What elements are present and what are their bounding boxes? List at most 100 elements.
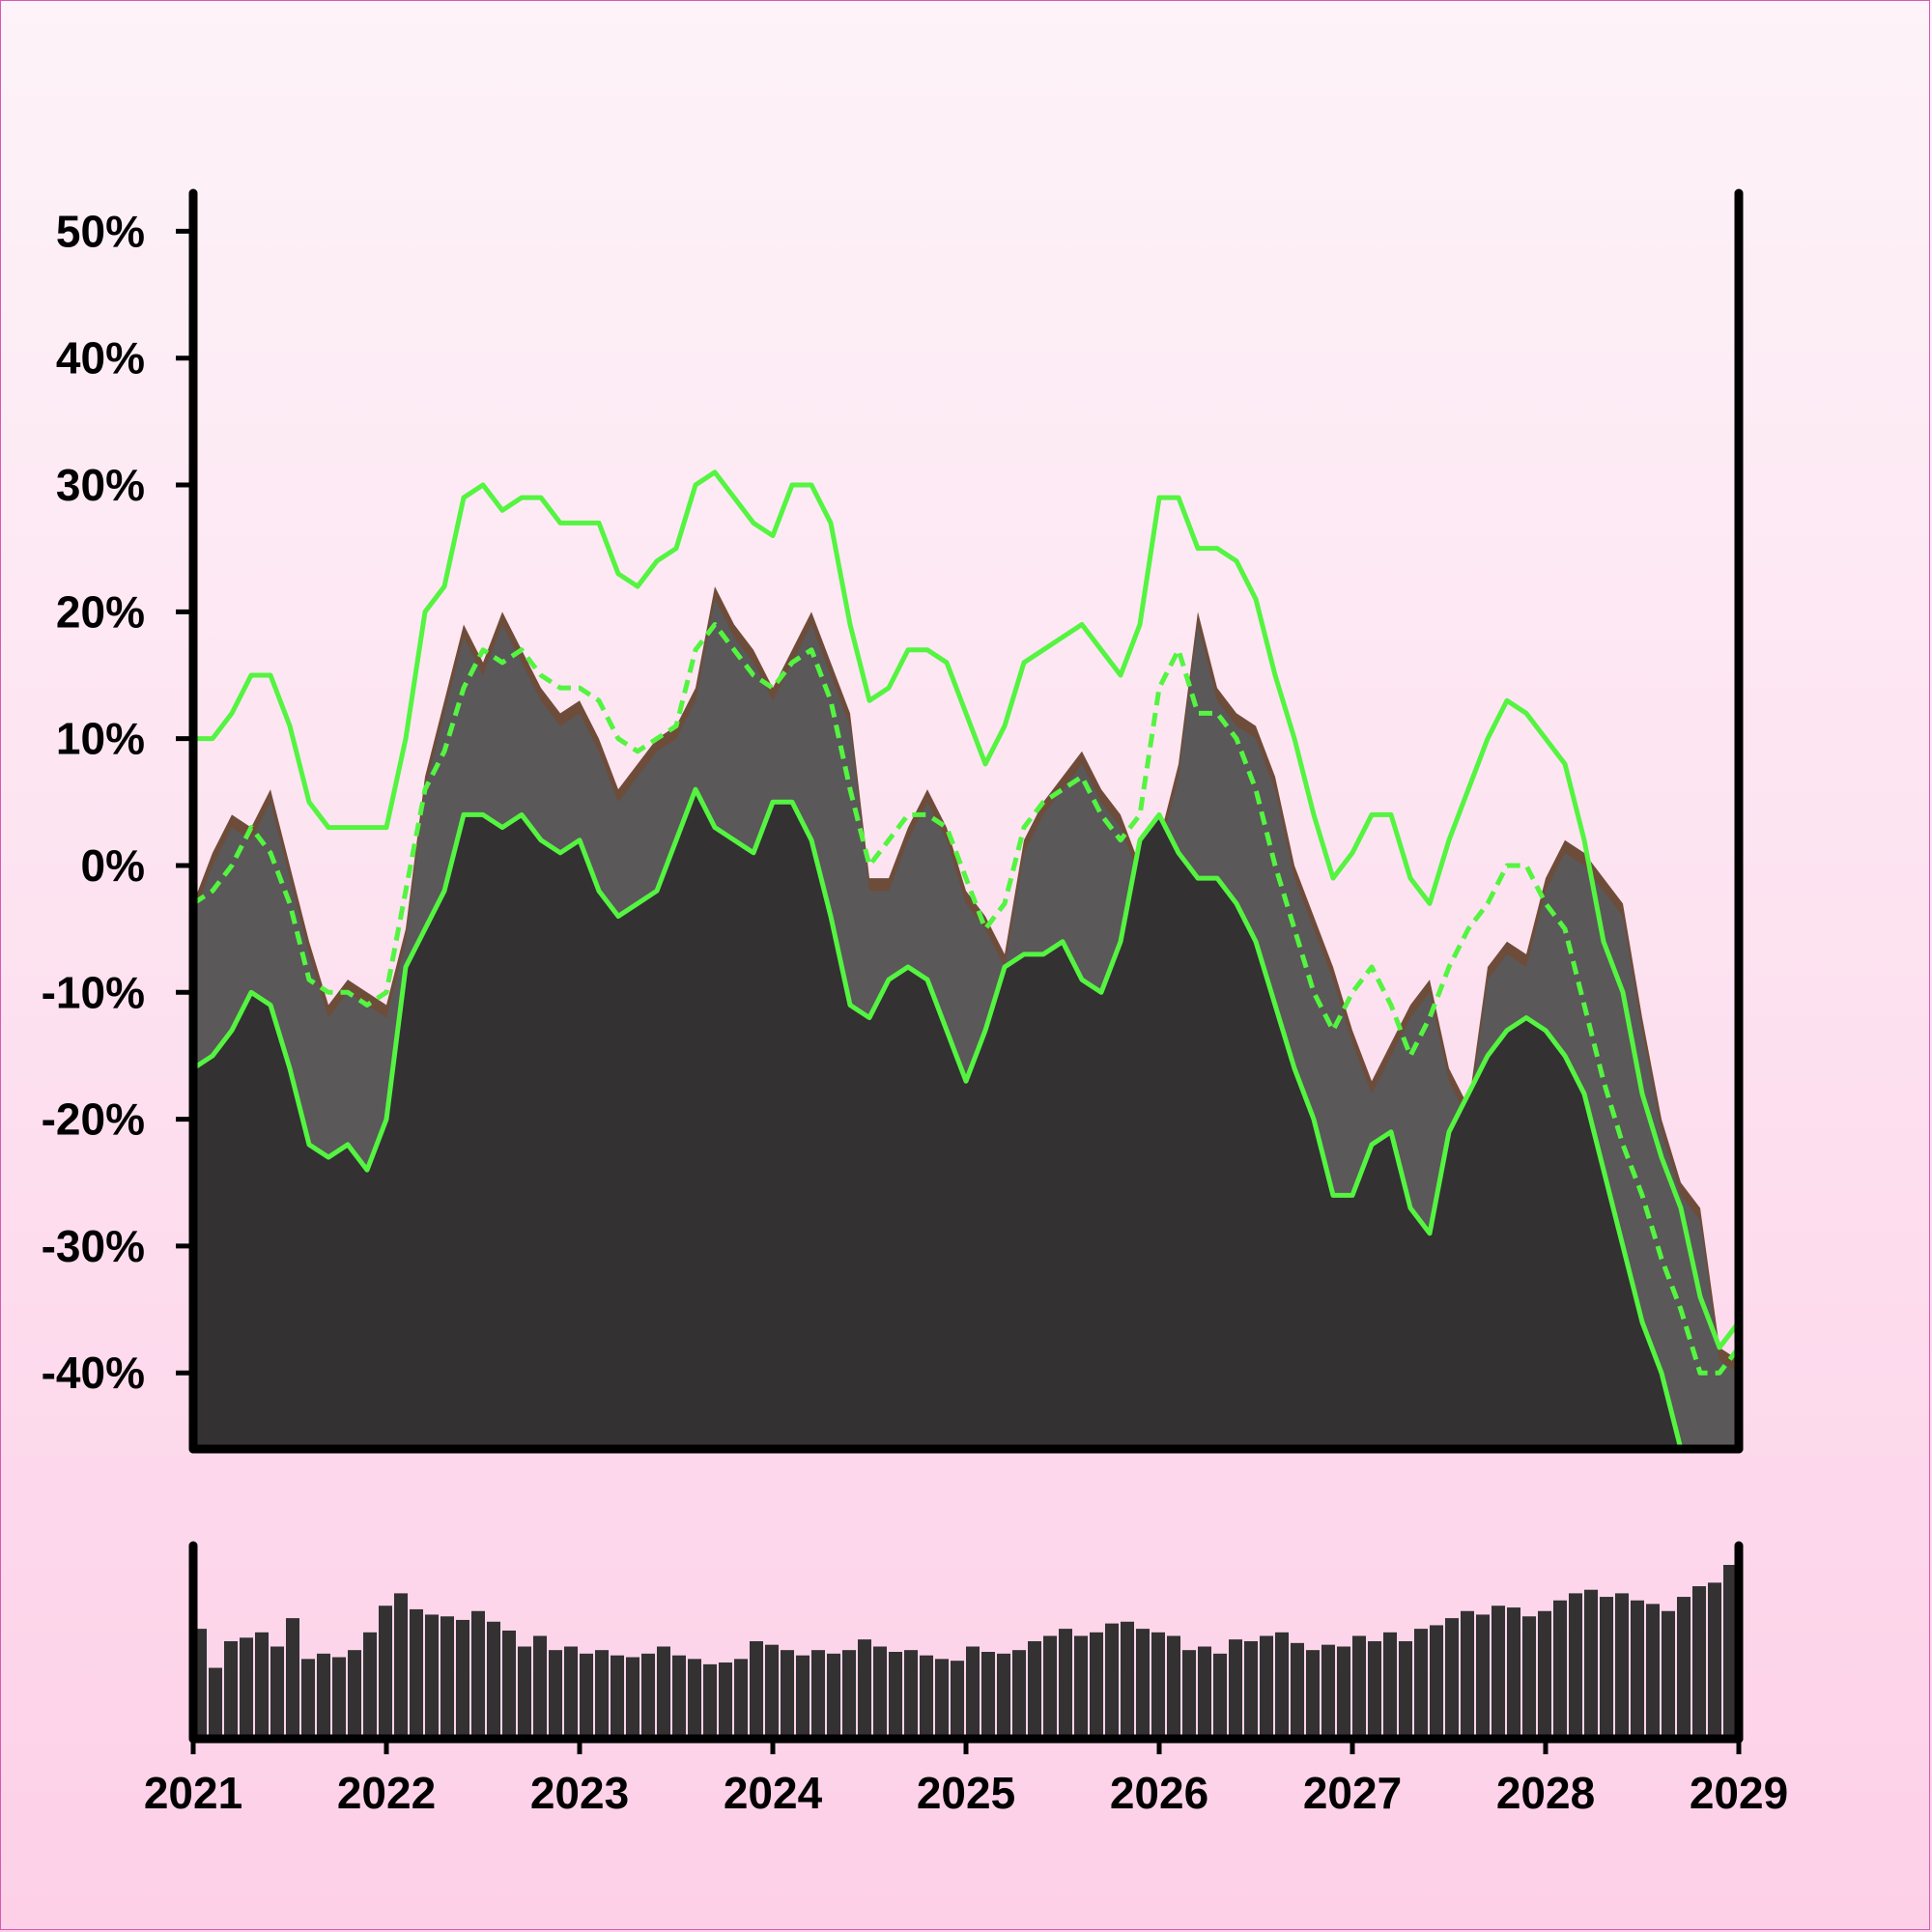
volume-bar (750, 1640, 763, 1739)
volume-bar (286, 1618, 299, 1739)
volume-bar (1028, 1640, 1041, 1739)
volume-bar (348, 1650, 361, 1739)
y-tick-label: -10% (42, 967, 145, 1017)
volume-bar (1553, 1600, 1567, 1739)
volume-bar (1383, 1632, 1397, 1739)
volume-bar (440, 1616, 454, 1739)
volume-bar (1430, 1625, 1443, 1739)
volume-bar (394, 1593, 408, 1739)
volume-bar (951, 1661, 964, 1739)
volume-bar (796, 1655, 810, 1739)
volume-bar (1569, 1593, 1582, 1739)
volume-bar (1461, 1610, 1474, 1739)
volume-bar (1244, 1640, 1258, 1739)
volume-bar (1059, 1629, 1072, 1739)
volume-bar (889, 1652, 902, 1739)
volume-bar (641, 1653, 655, 1739)
volume-bar (1600, 1597, 1613, 1739)
volume-bar (781, 1650, 794, 1739)
volume-bar (502, 1630, 516, 1739)
y-tick-label: 0% (81, 840, 145, 891)
y-tick-label: -40% (42, 1348, 145, 1398)
volume-bar (765, 1644, 779, 1739)
volume-bar (1692, 1586, 1706, 1739)
volume-bar (1121, 1621, 1134, 1739)
middle-band-line (193, 621, 1739, 1376)
volume-bar (549, 1650, 562, 1739)
volume-bar (1584, 1589, 1598, 1739)
x-tick-label: 2022 (337, 1768, 436, 1818)
volume-bar (1105, 1623, 1119, 1739)
volume-bar (1337, 1646, 1350, 1739)
volume-bar (1213, 1653, 1227, 1739)
volume-bar (1476, 1614, 1490, 1739)
volume-bar (410, 1608, 423, 1739)
volume-bar (595, 1650, 609, 1739)
volume-bar (425, 1614, 439, 1739)
x-tick-label: 2023 (530, 1768, 629, 1818)
volume-bar (997, 1653, 1010, 1739)
volume-bar (1306, 1650, 1320, 1739)
volume-bar (301, 1659, 315, 1739)
volume-bar (703, 1663, 717, 1739)
volume-bar (1043, 1635, 1057, 1739)
volume-bar (626, 1657, 639, 1739)
volume-bar (1538, 1610, 1551, 1739)
volume-bar (270, 1646, 284, 1739)
volume-bar (1399, 1640, 1412, 1739)
volume-bar (672, 1655, 686, 1739)
volume-bar (904, 1650, 918, 1739)
volume-panel (193, 1565, 1737, 1739)
volume-bar (1414, 1629, 1428, 1739)
volume-bar (580, 1653, 593, 1739)
volume-bar (1646, 1604, 1660, 1739)
y-tick-label: 20% (56, 586, 145, 637)
volume-bar (920, 1655, 933, 1739)
volume-bar (209, 1667, 222, 1739)
volume-bar (811, 1650, 825, 1739)
axes: 50% 40% 30% 20% 10% 0% -10% -20% -30% -40% 2021 202… (42, 188, 1788, 1818)
volume-bar (611, 1655, 624, 1739)
volume-bar (518, 1646, 531, 1739)
lower-fill-area (193, 789, 1739, 1449)
volume-bar (688, 1659, 701, 1739)
volume-bar (935, 1659, 949, 1739)
x-tick-label: 2029 (1690, 1768, 1788, 1818)
volume-bar (657, 1646, 670, 1739)
x-tick-label: 2024 (724, 1768, 823, 1818)
volume-bar (1012, 1650, 1026, 1739)
x-tick-label: 2028 (1496, 1768, 1595, 1818)
volume-bar (1662, 1610, 1675, 1739)
x-tick-label: 2025 (917, 1768, 1015, 1818)
volume-bar (1677, 1597, 1690, 1739)
volume-bar (966, 1646, 980, 1739)
volume-bar (332, 1657, 346, 1739)
lower-band-line (193, 786, 1684, 1449)
x-tick-label: 2021 (144, 1768, 242, 1818)
volume-bar (873, 1646, 887, 1739)
volume-bar (981, 1652, 995, 1739)
volume-bar (1167, 1635, 1180, 1739)
y-tick-label: 50% (56, 206, 145, 256)
volume-bar (317, 1653, 330, 1739)
volume-bar (487, 1621, 500, 1739)
volume-bar (456, 1619, 469, 1739)
volume-bar (471, 1610, 485, 1739)
main-panel (193, 469, 1739, 1449)
volume-bar (224, 1640, 238, 1739)
y-tick-label: -30% (42, 1221, 145, 1271)
y-tick-label: 10% (56, 714, 145, 764)
volume-bar (1151, 1632, 1165, 1739)
y-tick-label: 30% (56, 460, 145, 510)
volume-bar (240, 1637, 253, 1739)
volume-bar (1229, 1639, 1242, 1739)
volume-bar (1522, 1616, 1536, 1739)
volume-bar (1631, 1600, 1644, 1739)
volume-bar (363, 1632, 377, 1739)
volume-bar (1074, 1635, 1088, 1739)
y-tick-label: -20% (42, 1094, 145, 1145)
volume-bar (1198, 1646, 1211, 1739)
volume-bar (1708, 1582, 1721, 1739)
